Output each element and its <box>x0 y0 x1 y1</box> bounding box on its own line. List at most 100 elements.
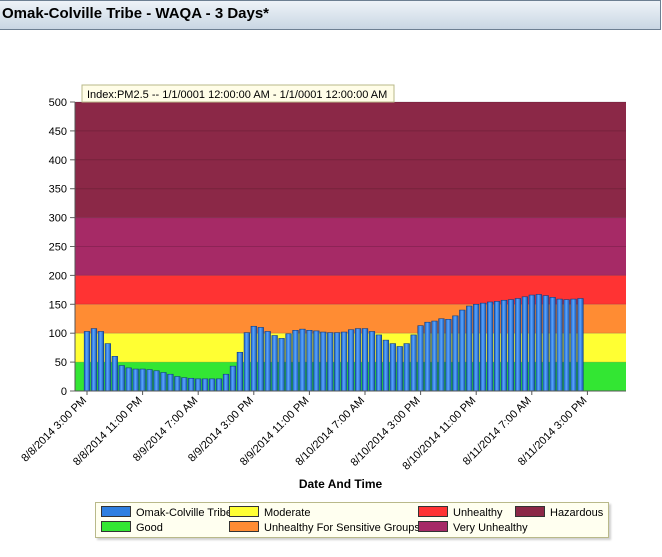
legend-swatch-hazardous <box>515 506 545 517</box>
legend-item-very-unhealthy: Very Unhealthy <box>418 521 528 535</box>
y-tick-label: 50 <box>55 357 67 369</box>
legend-swatch-series <box>101 506 131 517</box>
bar <box>347 329 355 392</box>
band-very-unhealthy <box>75 217 626 276</box>
legend-swatch-moderate <box>229 506 259 517</box>
bar <box>90 328 98 392</box>
legend-item-unhealthy: Unhealthy <box>418 506 503 520</box>
bar <box>542 295 549 392</box>
bar <box>528 294 535 392</box>
index-label-box <box>81 84 395 103</box>
legend-swatch-unhealthy <box>418 506 448 517</box>
bar <box>521 296 528 392</box>
bar <box>431 320 438 392</box>
bar <box>222 373 230 392</box>
bar <box>257 327 264 392</box>
bar <box>459 309 466 392</box>
bar <box>174 376 181 392</box>
bar <box>403 343 410 392</box>
bar <box>389 343 396 392</box>
bar <box>473 303 480 392</box>
legend-label-moderate: Moderate <box>264 507 311 519</box>
legend-swatch-very-unhealthy <box>418 521 448 532</box>
bar <box>104 343 111 392</box>
bar <box>466 305 473 392</box>
bar <box>250 325 257 392</box>
y-tick-label: 0 <box>61 386 67 398</box>
bar <box>146 369 153 392</box>
bar <box>486 301 494 392</box>
bar <box>313 330 320 392</box>
bar <box>132 368 139 392</box>
bar <box>368 331 376 392</box>
legend-label-series: Omak-Colville Tribe <box>136 507 232 519</box>
bar <box>209 378 216 392</box>
band-hazardous <box>75 102 626 218</box>
bar <box>236 351 244 392</box>
bar <box>160 372 167 392</box>
y-tick-label: 200 <box>49 270 67 282</box>
legend-label-very-unhealthy: Very Unhealthy <box>453 522 528 534</box>
legend-label-hazardous: Hazardous <box>550 507 604 519</box>
bar <box>480 302 487 392</box>
bar <box>570 298 577 392</box>
bar <box>139 368 146 392</box>
y-tick-label: 450 <box>49 126 67 138</box>
bar <box>320 331 327 392</box>
legend-label-unhealthy: Unhealthy <box>453 507 503 519</box>
y-tick-label: 350 <box>49 184 67 196</box>
bar <box>341 331 348 392</box>
y-tick-label: 150 <box>49 299 67 311</box>
bar <box>188 377 195 392</box>
bar <box>424 321 431 392</box>
bar <box>83 331 91 392</box>
bar <box>445 319 452 392</box>
bar <box>500 299 508 392</box>
bar <box>354 328 362 392</box>
bar <box>118 365 125 392</box>
bar <box>417 325 424 392</box>
bar <box>396 346 403 392</box>
bar <box>299 328 306 392</box>
bar <box>97 331 104 392</box>
index-label: Index:PM2.5 -- 1/1/0001 12:00:00 AM - 1/… <box>87 89 387 101</box>
bar <box>125 367 132 392</box>
bar <box>278 338 285 392</box>
bar <box>195 378 202 392</box>
legend-item-good: Good <box>101 521 163 535</box>
bar <box>243 332 250 392</box>
y-tick-label: 500 <box>49 97 67 109</box>
legend-item-hazardous: Hazardous <box>515 506 603 520</box>
bar <box>306 330 313 392</box>
bar <box>111 356 118 392</box>
bar <box>264 331 271 392</box>
bar <box>375 334 383 392</box>
legend-label-good: Good <box>136 522 163 534</box>
bar <box>438 318 445 392</box>
bar <box>577 298 584 392</box>
bar <box>556 298 563 392</box>
bar <box>271 335 278 392</box>
page-title: Omak-Colville Tribe - WAQA - 3 Days* <box>2 5 270 22</box>
chart-legend: Omak-Colville Tribe Moderate Unhealthy H… <box>95 502 609 538</box>
bar <box>292 330 299 392</box>
bar <box>153 370 160 392</box>
bar <box>514 298 521 392</box>
legend-swatch-good <box>101 521 131 532</box>
bar <box>535 294 542 392</box>
x-axis-title: Date And Time <box>299 477 383 491</box>
bar <box>452 315 459 392</box>
bar <box>507 299 515 392</box>
bar <box>327 332 334 392</box>
legend-item-moderate: Moderate <box>229 506 310 520</box>
legend-item-series: Omak-Colville Tribe <box>101 506 232 520</box>
legend-label-usg: Unhealthy For Sensitive Groups <box>264 522 420 534</box>
y-tick-label: 100 <box>49 328 67 340</box>
bar <box>410 334 417 392</box>
bar <box>361 328 369 392</box>
legend-item-usg: Unhealthy For Sensitive Groups <box>229 521 420 535</box>
bar <box>382 339 389 392</box>
legend-swatch-usg <box>229 521 259 532</box>
bar <box>493 301 501 392</box>
